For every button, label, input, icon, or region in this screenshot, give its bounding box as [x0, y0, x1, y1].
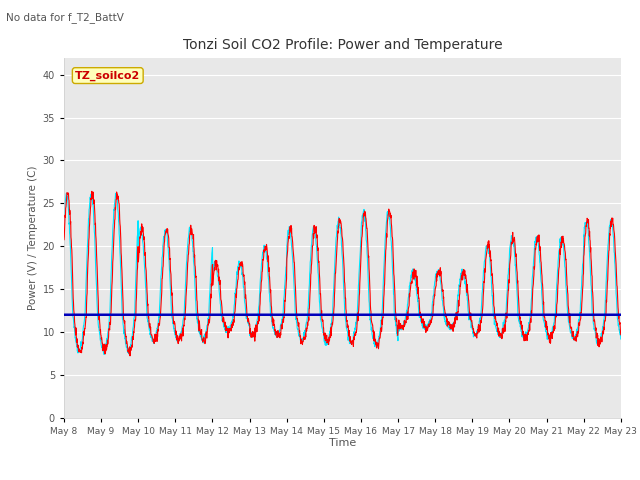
Text: No data for f_T2_BattV: No data for f_T2_BattV	[6, 12, 124, 23]
Text: TZ_soilco2: TZ_soilco2	[75, 71, 140, 81]
X-axis label: Time: Time	[329, 438, 356, 448]
Title: Tonzi Soil CO2 Profile: Power and Temperature: Tonzi Soil CO2 Profile: Power and Temper…	[182, 38, 502, 52]
Y-axis label: Power (V) / Temperature (C): Power (V) / Temperature (C)	[28, 165, 38, 310]
